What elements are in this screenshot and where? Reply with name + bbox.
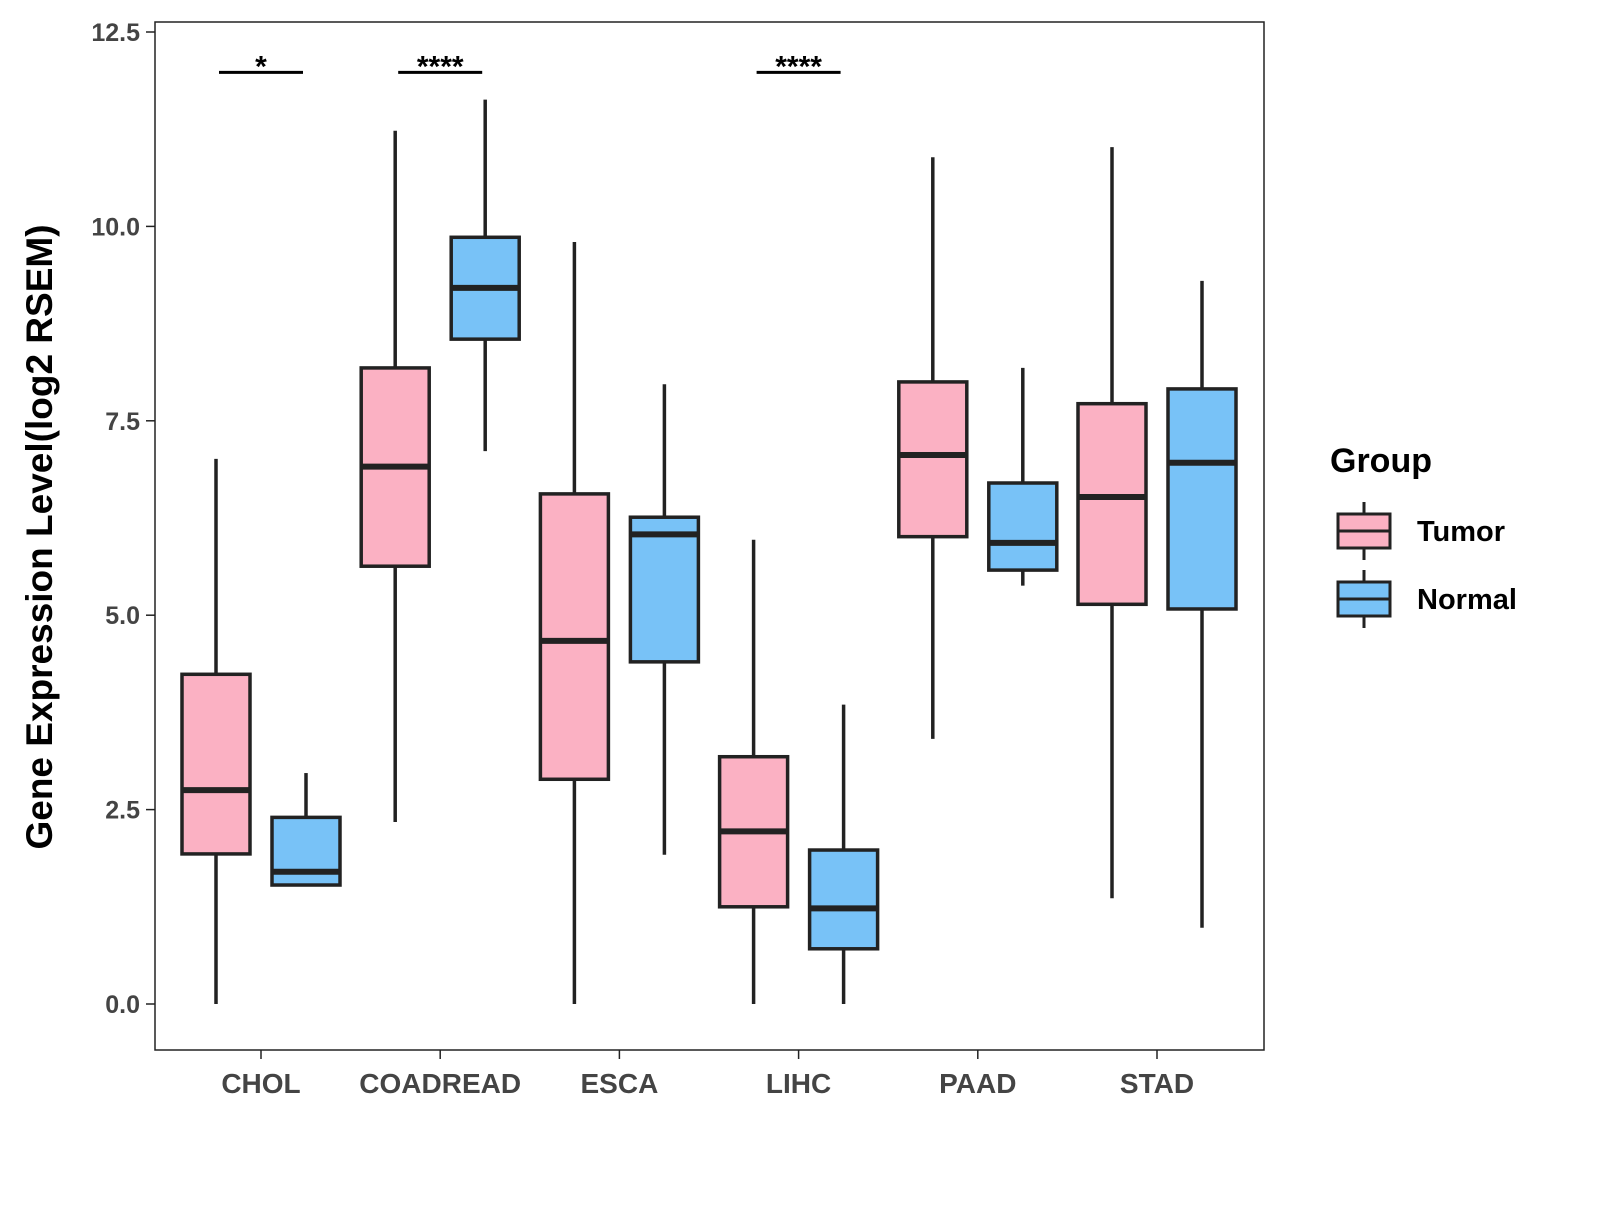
iqr-box: [270, 815, 342, 887]
significance-annotations: * **** ****: [219, 50, 841, 83]
box-tumor-paad: [897, 157, 969, 739]
y-axis-title: Gene Expression Level(log2 RSEM): [19, 224, 60, 849]
x-tick-label: PAAD: [939, 1068, 1016, 1099]
y-tick-label: 0.0: [105, 991, 140, 1019]
box-tumor-stad: [1076, 147, 1148, 899]
legend-label: Tumor: [1417, 516, 1505, 548]
iqr-box: [1076, 401, 1148, 607]
legend-item-normal: Normal: [1336, 570, 1517, 628]
y-tick-label: 5.0: [105, 602, 140, 630]
legend-label: Normal: [1417, 584, 1517, 616]
x-tick-label: COADREAD: [359, 1068, 521, 1099]
iqr-box: [987, 481, 1059, 572]
box-normal-coadread: [449, 99, 521, 452]
x-tick-label: STAD: [1120, 1068, 1194, 1099]
box-tumor-chol: [180, 458, 252, 1004]
iqr-box: [807, 848, 880, 951]
significance-label: *: [255, 50, 267, 83]
x-tick-label: LIHC: [766, 1068, 831, 1099]
significance-label: ****: [775, 50, 822, 83]
y-tick-label: 12.5: [91, 19, 140, 47]
legend-title: Group: [1330, 442, 1432, 480]
x-axis: CHOL COADREAD ESCA LIHC PAAD STAD: [221, 1050, 1194, 1099]
significance-label: ****: [417, 50, 464, 83]
x-tick-label: CHOL: [221, 1068, 300, 1099]
y-tick-label: 7.5: [105, 408, 140, 436]
legend-item-tumor: Tumor: [1336, 502, 1505, 560]
box-tumor-coadread: [359, 130, 431, 823]
boxes: [180, 99, 1238, 1004]
legend: Group Tumor Normal: [1330, 442, 1517, 628]
box-tumor-lihc: [717, 539, 790, 1004]
box-normal-paad: [987, 367, 1059, 586]
iqr-box: [180, 672, 252, 856]
box-tumor-esca: [538, 241, 611, 1004]
box-normal-stad: [1166, 280, 1238, 928]
y-tick-label: 2.5: [105, 797, 140, 825]
y-axis: 0.0 2.5 5.0 7.5 10.0 12.5: [91, 19, 155, 1019]
iqr-box: [897, 380, 969, 539]
box-normal-chol: [270, 773, 342, 887]
iqr-box: [538, 492, 611, 782]
x-tick-label: ESCA: [581, 1068, 659, 1099]
iqr-box: [1166, 387, 1238, 611]
y-tick-label: 10.0: [91, 213, 140, 241]
iqr-box: [628, 515, 701, 664]
box-normal-lihc: [807, 704, 880, 1004]
box-normal-esca: [628, 384, 701, 855]
